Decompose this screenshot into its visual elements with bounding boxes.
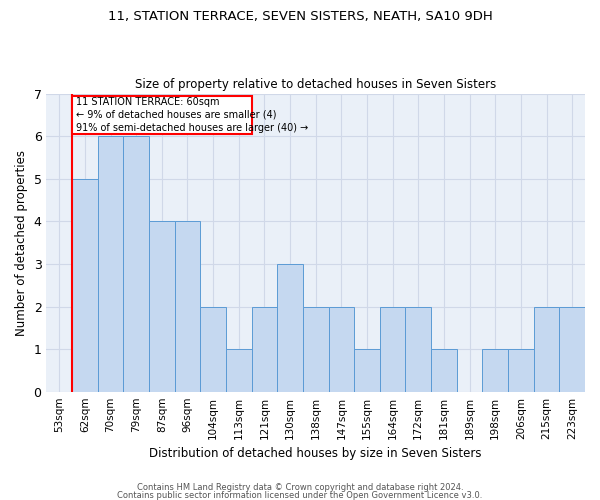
Bar	[303, 306, 329, 392]
Bar	[226, 349, 251, 392]
Text: Contains HM Land Registry data © Crown copyright and database right 2024.: Contains HM Land Registry data © Crown c…	[137, 484, 463, 492]
Bar	[124, 136, 149, 392]
Bar	[200, 306, 226, 392]
Bar	[354, 349, 380, 392]
Text: 11, STATION TERRACE, SEVEN SISTERS, NEATH, SA10 9DH: 11, STATION TERRACE, SEVEN SISTERS, NEAT…	[107, 10, 493, 23]
Bar	[508, 349, 534, 392]
Bar	[559, 306, 585, 392]
Title: Size of property relative to detached houses in Seven Sisters: Size of property relative to detached ho…	[135, 78, 496, 91]
Bar	[406, 306, 431, 392]
Bar	[380, 306, 406, 392]
Bar	[329, 306, 354, 392]
Text: 11 STATION TERRACE: 60sqm: 11 STATION TERRACE: 60sqm	[76, 97, 220, 107]
Bar	[98, 136, 124, 392]
Bar	[431, 349, 457, 392]
Bar	[149, 222, 175, 392]
Y-axis label: Number of detached properties: Number of detached properties	[15, 150, 28, 336]
Bar	[72, 178, 98, 392]
Bar	[175, 222, 200, 392]
Bar	[251, 306, 277, 392]
Text: Contains public sector information licensed under the Open Government Licence v3: Contains public sector information licen…	[118, 490, 482, 500]
Bar	[482, 349, 508, 392]
Text: 91% of semi-detached houses are larger (40) →: 91% of semi-detached houses are larger (…	[76, 122, 308, 132]
Bar	[277, 264, 303, 392]
Text: ← 9% of detached houses are smaller (4): ← 9% of detached houses are smaller (4)	[76, 110, 277, 120]
Bar	[534, 306, 559, 392]
Bar	[72, 96, 251, 134]
X-axis label: Distribution of detached houses by size in Seven Sisters: Distribution of detached houses by size …	[149, 447, 482, 460]
